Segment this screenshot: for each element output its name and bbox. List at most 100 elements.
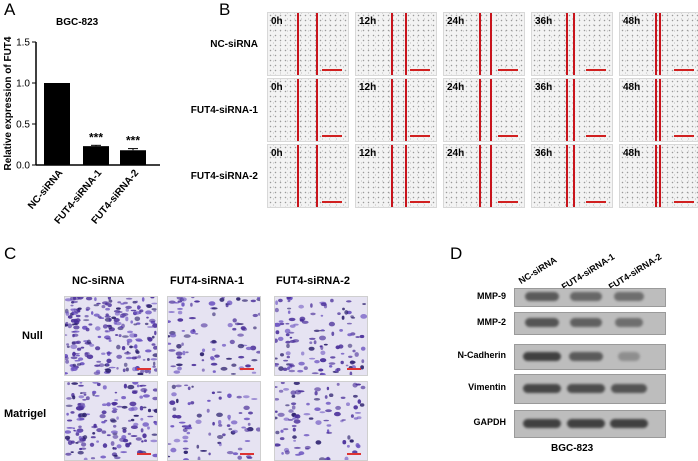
scale-bar [137, 453, 151, 455]
scale-bar [586, 135, 606, 137]
wound-edge-line [566, 145, 568, 207]
protein-label: MMP-2 [477, 316, 506, 327]
wound-edge-line [659, 145, 661, 207]
wound-edge-line [316, 145, 318, 207]
panel-c-label: C [4, 244, 17, 263]
row-label-matrigel: Matrigel [4, 408, 47, 420]
stained-cells [168, 297, 260, 375]
wound-healing-image: 48h [619, 144, 698, 208]
wound-healing-image: 0h [267, 144, 349, 208]
timepoint-label: 24h [447, 16, 465, 27]
wound-edge-line [659, 13, 661, 75]
wound-edge-line [297, 13, 299, 75]
timepoint-label: 0h [271, 82, 283, 93]
transwell-image [64, 296, 158, 376]
stained-cells [65, 382, 157, 460]
scale-bar [410, 135, 430, 137]
protein-band [568, 351, 604, 361]
timepoint-label: 48h [623, 16, 641, 27]
bar [83, 146, 109, 165]
timepoint-label: 36h [535, 148, 553, 159]
protein-band [610, 418, 648, 428]
transwell-image [167, 381, 261, 461]
timepoint-label: 12h [359, 16, 377, 27]
wound-edge-line [490, 13, 492, 75]
protein-band [569, 318, 603, 327]
y-axis-label: Relative expression of FUT4 [3, 36, 14, 170]
wound-edge-line [573, 145, 575, 207]
scale-bar [674, 201, 694, 203]
wound-edge-line [566, 13, 568, 75]
scale-bar [240, 368, 254, 370]
wound-edge-line [316, 79, 318, 141]
significance-marker: *** [89, 130, 103, 144]
protein-band [524, 318, 560, 327]
wound-edge-line [566, 79, 568, 141]
wound-healing-image: 12h [355, 78, 437, 142]
protein-band [610, 383, 648, 393]
wound-healing-image: 0h [267, 78, 349, 142]
protein-band [523, 351, 561, 361]
wound-edge-line [316, 13, 318, 75]
wound-edge-line [405, 145, 407, 207]
protein-band [567, 383, 605, 393]
panel-b-label: B [219, 0, 231, 19]
stained-cells [65, 297, 157, 375]
y-tick-label: 1.5 [16, 38, 30, 49]
y-tick-label: 1.0 [16, 79, 30, 90]
protein-label: MMP-9 [477, 290, 506, 301]
wound-healing-image: 36h [531, 78, 613, 142]
protein-band [523, 418, 561, 428]
scale-bar [586, 201, 606, 203]
timepoint-label: 12h [359, 82, 377, 93]
bar [44, 83, 70, 165]
protein-band [569, 292, 603, 301]
timepoint-label: 0h [271, 148, 283, 159]
wound-healing-image: 36h [531, 12, 613, 76]
wound-healing-image: 24h [443, 78, 525, 142]
stained-cells [275, 382, 366, 460]
timepoint-label: 48h [623, 82, 641, 93]
stained-cells [168, 384, 260, 460]
scale-bar [137, 368, 151, 370]
scale-bar [410, 69, 430, 71]
wound-edge-line [479, 145, 481, 207]
scale-bar [347, 368, 361, 370]
x-tick-label: NC-siRNA [26, 168, 65, 212]
lane-label-nc-sirna: NC-siRNA [516, 254, 559, 286]
wound-edge-line [391, 13, 393, 75]
wound-edge-line [655, 13, 657, 75]
protein-label: N-Cadherin [457, 350, 506, 360]
wound-edge-line [479, 13, 481, 75]
timepoint-label: 36h [535, 16, 553, 27]
wound-healing-image: 12h [355, 144, 437, 208]
scale-bar [410, 201, 430, 203]
timepoint-label: 24h [447, 82, 465, 93]
timepoint-label: 0h [271, 16, 283, 27]
wound-healing-image: 36h [531, 144, 613, 208]
scale-bar [498, 201, 518, 203]
blot-cell-line-label: BGC-823 [551, 443, 594, 454]
y-tick-label: 0.5 [16, 120, 30, 131]
scale-bar [322, 201, 342, 203]
timepoint-label: 48h [623, 148, 641, 159]
wound-edge-line [297, 79, 299, 141]
scale-bar [347, 453, 361, 455]
wound-edge-line [479, 79, 481, 141]
stained-cells [275, 297, 367, 375]
bar [120, 150, 146, 165]
panel-d-label: D [450, 244, 463, 263]
wound-healing-image: 24h [443, 12, 525, 76]
scale-bar [322, 135, 342, 137]
wound-edge-line [490, 145, 492, 207]
scale-bar [498, 69, 518, 71]
timepoint-label: 36h [535, 82, 553, 93]
scale-bar [498, 135, 518, 137]
protein-band [617, 351, 641, 361]
wound-healing-image: 12h [355, 12, 437, 76]
transwell-image [167, 296, 261, 376]
wound-row-label: FUT4-siRNA-2 [190, 171, 258, 182]
panel-a-label: A [4, 0, 16, 19]
transwell-image [274, 381, 368, 461]
